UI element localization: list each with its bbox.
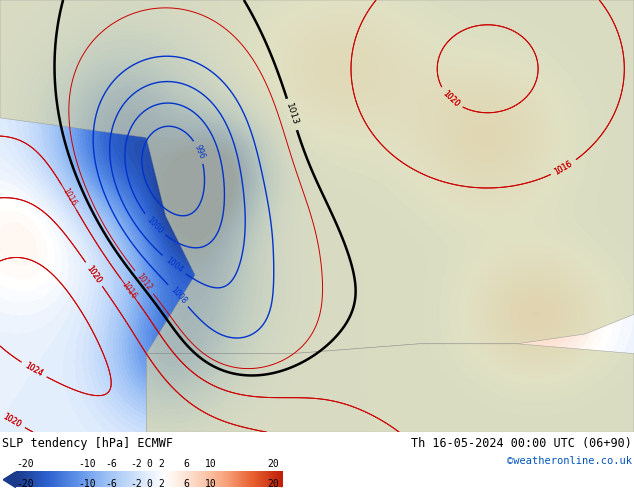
Polygon shape [0, 0, 634, 354]
Text: 1016: 1016 [553, 159, 574, 176]
Text: SLP tendency [hPa] ECMWF: SLP tendency [hPa] ECMWF [2, 437, 173, 450]
Text: 1020: 1020 [2, 412, 23, 429]
Text: 20: 20 [267, 479, 279, 489]
Text: 1020: 1020 [441, 89, 461, 109]
Polygon shape [146, 344, 634, 432]
Text: 1024: 1024 [23, 361, 44, 379]
Text: 1020: 1020 [85, 264, 103, 285]
Text: ©weatheronline.co.uk: ©weatheronline.co.uk [507, 456, 632, 466]
Text: 1024: 1024 [23, 361, 44, 379]
Text: 1012: 1012 [134, 272, 153, 293]
Text: Th 16-05-2024 00:00 UTC (06+90): Th 16-05-2024 00:00 UTC (06+90) [411, 437, 632, 450]
Text: 1013: 1013 [284, 102, 300, 127]
Text: 1016: 1016 [60, 187, 78, 208]
Text: 1020: 1020 [2, 412, 23, 429]
Text: -6: -6 [106, 479, 117, 489]
Text: 2: 2 [158, 479, 164, 489]
Text: 0: 0 [146, 479, 152, 489]
Text: 1020: 1020 [85, 264, 103, 285]
Text: 1008: 1008 [168, 286, 188, 306]
Text: -20: -20 [16, 479, 34, 489]
Text: 1020: 1020 [441, 89, 461, 109]
Text: 1000: 1000 [145, 215, 164, 235]
Text: -2: -2 [131, 479, 142, 489]
Text: 1016: 1016 [553, 159, 574, 176]
Text: 1004: 1004 [164, 255, 184, 274]
Polygon shape [3, 472, 16, 488]
Text: 1016: 1016 [120, 280, 139, 301]
Text: 6: 6 [183, 479, 189, 489]
Text: 996: 996 [192, 144, 206, 161]
Text: -10: -10 [78, 479, 96, 489]
Polygon shape [282, 472, 295, 488]
Text: 10: 10 [205, 479, 217, 489]
